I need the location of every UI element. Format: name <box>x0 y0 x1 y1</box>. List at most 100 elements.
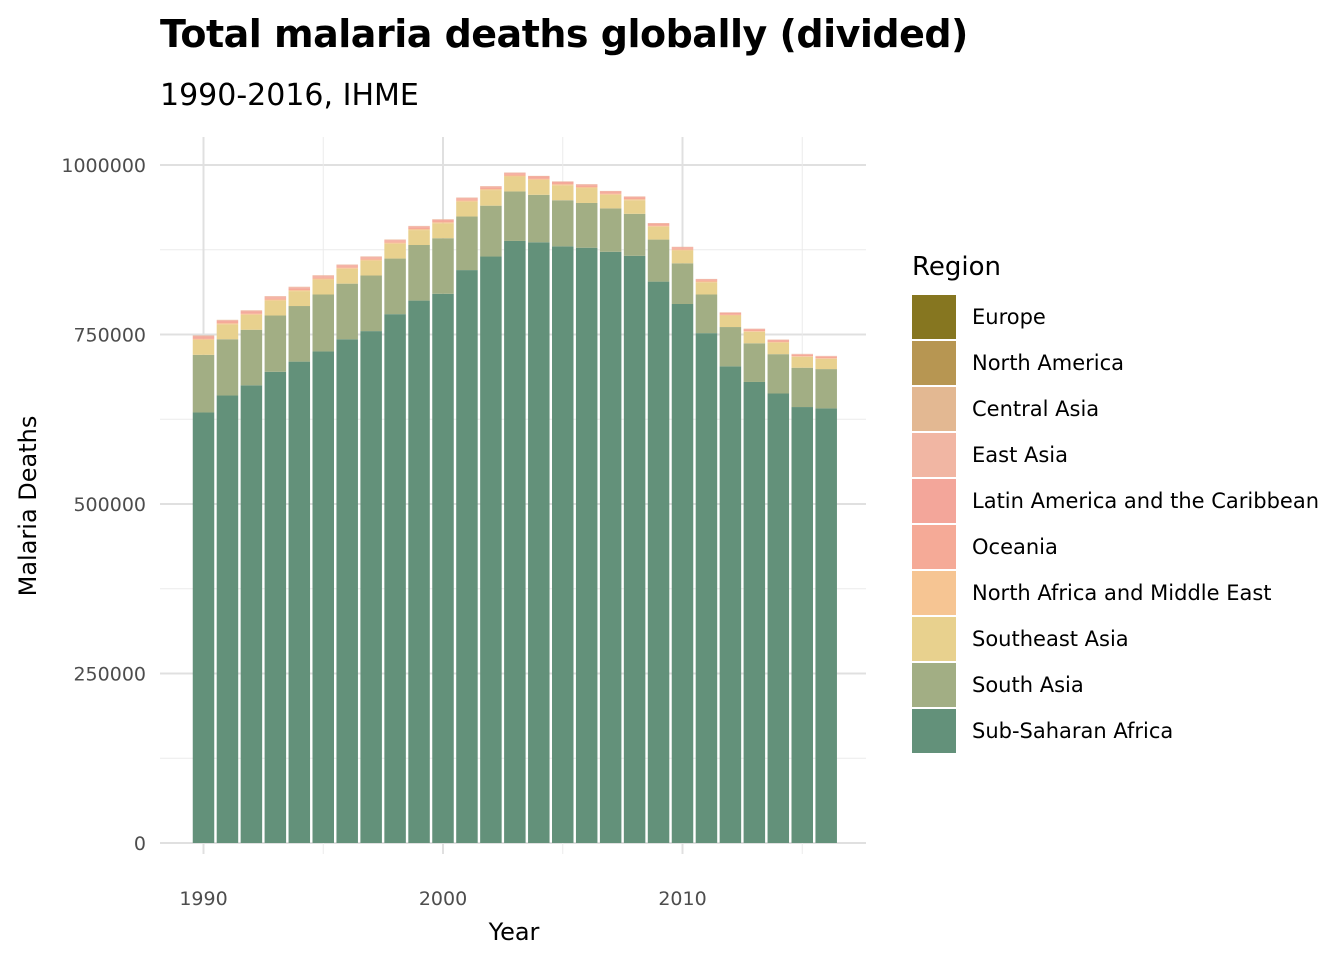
bar-segment <box>791 354 813 355</box>
bar-segment <box>360 331 382 843</box>
x-tick-label: 2000 <box>419 888 467 910</box>
bar-segment <box>192 337 215 339</box>
bar-segment <box>480 205 502 257</box>
bar-segment <box>743 328 766 330</box>
bar-segment <box>815 358 837 359</box>
bar-segment <box>192 335 215 337</box>
legend-items: Europe North America Central Asia East Asia… <box>912 294 1319 754</box>
legend-item: Europe <box>912 294 1319 340</box>
bar-segment <box>552 181 574 183</box>
bar-segment <box>336 283 358 340</box>
bar-segment <box>528 175 550 177</box>
bar-segment <box>216 323 239 325</box>
bar-segment <box>432 238 454 294</box>
bar-segment <box>312 351 334 843</box>
bar-segment <box>240 313 263 315</box>
bar-segment <box>264 371 287 843</box>
bar-segment <box>240 312 263 314</box>
bar-segment <box>815 356 837 359</box>
bar-segment <box>240 310 263 312</box>
bar-segment <box>384 314 406 843</box>
x-axis-title: Year <box>488 918 540 946</box>
bar-segment <box>575 185 598 188</box>
bar-segment <box>767 340 790 342</box>
bar-segment <box>647 223 670 225</box>
bar-segment <box>216 395 239 843</box>
bars <box>192 172 837 844</box>
bar-segment <box>384 241 406 243</box>
bar-segment <box>288 306 311 362</box>
bar-segment <box>528 177 550 179</box>
bar-segment <box>623 200 646 214</box>
x-axis-ticks: 1990 2000 2010 <box>179 888 706 910</box>
bar-segment <box>360 257 382 259</box>
legend-swatch <box>912 709 956 753</box>
bar-segment <box>575 202 598 248</box>
bar-segment <box>336 265 358 267</box>
bar-segment <box>408 245 430 301</box>
bar-segment <box>671 247 694 249</box>
bar-segment <box>456 216 478 271</box>
bar-segment <box>456 198 478 200</box>
bar-segment <box>480 186 502 188</box>
bar-segment <box>623 196 646 198</box>
bar-segment <box>504 240 526 843</box>
bar-segment <box>288 361 311 843</box>
bar-segment <box>695 333 718 843</box>
bar-segment <box>743 329 766 332</box>
legend-label: South Asia <box>972 673 1084 697</box>
bar-segment <box>408 227 430 230</box>
x-tick-label: 1990 <box>179 888 227 910</box>
legend-swatch <box>912 341 956 385</box>
bar-segment <box>408 300 430 844</box>
bar-segment <box>743 343 766 382</box>
legend-swatch <box>912 571 956 615</box>
bar-segment <box>815 408 837 843</box>
bar-segment <box>528 179 550 195</box>
bar-segment <box>695 281 718 283</box>
bar-segment <box>216 321 239 324</box>
bar-segment <box>695 280 718 282</box>
bar-segment <box>671 250 694 264</box>
bar-segment <box>288 291 311 307</box>
legend-item: North Africa and Middle East <box>912 570 1319 616</box>
legend-item: Central Asia <box>912 386 1319 432</box>
bar-segment <box>815 356 837 357</box>
bar-segment <box>384 239 406 241</box>
bar-segment <box>216 339 239 396</box>
bar-segment <box>504 174 526 176</box>
bar-segment <box>791 367 813 408</box>
bar-segment <box>552 200 574 247</box>
bar-segment <box>312 277 334 279</box>
bar-segment <box>599 208 622 252</box>
legend: Region Europe North America Central Asia Ea… <box>912 252 1319 754</box>
legend-swatch <box>912 295 956 339</box>
y-tick-label: 250000 <box>73 664 146 686</box>
bar-segment <box>432 293 454 843</box>
bar-segment <box>384 240 406 242</box>
bar-segment <box>192 336 215 338</box>
bar-segment <box>432 219 454 221</box>
bar-segment <box>599 191 622 193</box>
bar-segment <box>719 315 742 328</box>
bar-segment <box>456 199 478 201</box>
bar-segment <box>575 187 598 189</box>
bar-segment <box>240 329 263 386</box>
bar-segment <box>815 369 837 409</box>
bar-segment <box>408 226 430 227</box>
bar-segment <box>599 193 622 195</box>
bar-segment <box>623 199 646 201</box>
bar-segment <box>671 249 694 251</box>
y-tick-label: 750000 <box>73 325 146 347</box>
bar-segment <box>695 294 718 334</box>
bar-segment <box>240 314 263 330</box>
bar-segment <box>408 226 430 228</box>
bar-segment <box>719 366 742 843</box>
bar-segment <box>192 412 215 843</box>
bar-segment <box>552 185 574 201</box>
bar-segment <box>264 296 287 298</box>
y-tick-label: 1000000 <box>61 155 146 177</box>
bar-segment <box>791 356 813 357</box>
bar-segment <box>647 239 670 282</box>
